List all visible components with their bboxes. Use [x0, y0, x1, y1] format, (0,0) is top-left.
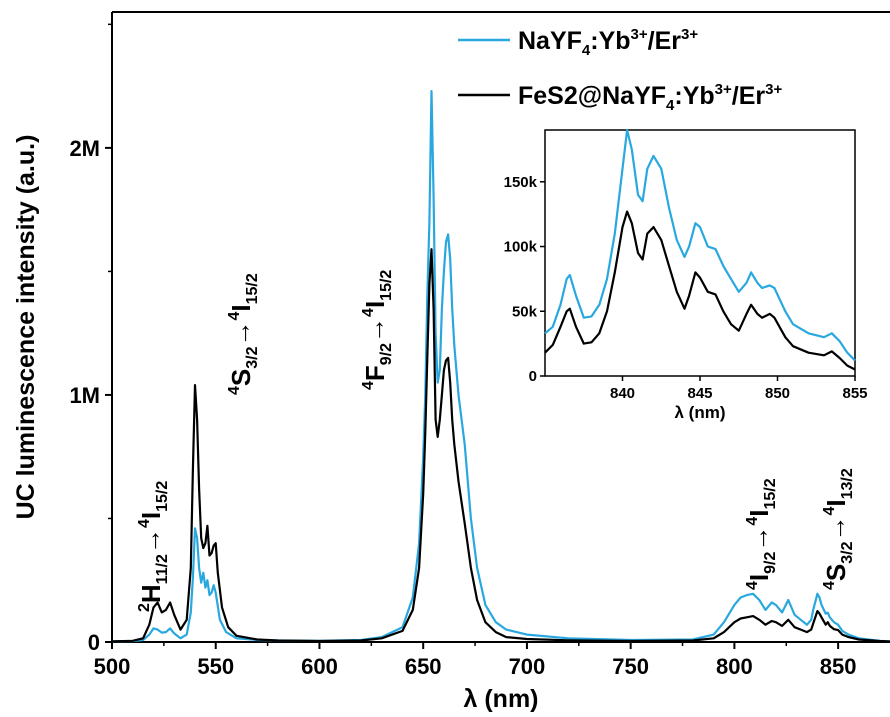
- y-tick-label: 2M: [69, 136, 100, 161]
- transition-label-2: 4F9/2→4I15/2: [360, 270, 395, 390]
- legend: NaYF4:Yb3+/Er3+ FeS2@NaYF4:Yb3+/Er3+: [458, 26, 782, 114]
- inset-x-tick-label: 845: [687, 385, 712, 402]
- transition-label-1: 4S3/2→4I15/2: [226, 273, 261, 395]
- x-tick-label: 550: [197, 654, 234, 679]
- x-axis-title: λ (nm): [464, 685, 539, 713]
- y-tick-label: 0: [88, 630, 100, 655]
- x-tick-label: 750: [612, 654, 649, 679]
- inset-y-tick-label: 100k: [504, 239, 538, 256]
- series-line-0: [111, 90, 890, 643]
- y-axis-title: UC luminescence intensity (a.u.): [12, 135, 40, 520]
- series-line-1: [111, 248, 890, 643]
- inset-series-line-0: [544, 128, 856, 362]
- x-tick-label: 500: [94, 654, 131, 679]
- inset-x-axis-title: λ (nm): [675, 403, 726, 422]
- main-series: [111, 90, 890, 643]
- x-tick-label: 850: [820, 654, 857, 679]
- inset-x-tick-label: 850: [765, 385, 790, 402]
- transition-label-0: 2H11/2→4I15/2: [136, 481, 171, 612]
- transition-label-4: 4S3/2→4I13/2: [821, 468, 856, 590]
- inset-x-tick-label: 855: [842, 385, 867, 402]
- inset-series-line-1: [544, 210, 856, 371]
- transition-label-3: 4I9/2→4I15/2: [744, 478, 779, 590]
- inset-x-tick-label: 840: [610, 385, 635, 402]
- main-axes: 500 550 600 650 700 750 800 850 0 1M 2M λ (nm) UC lu…: [12, 11, 890, 713]
- y-tick-label: 1M: [69, 383, 100, 408]
- legend-label-1: FeS2@NaYF4:Yb3+/Er3+: [518, 81, 782, 114]
- transition-annotations: 2H11/2→4I15/2 4S3/2→4I15/2 4F9/2→4I15/2 4I9…: [136, 270, 856, 612]
- legend-label-0: NaYF4:Yb3+/Er3+: [518, 26, 698, 59]
- inset-chart: 840 845 850 855 0 50k 100k 150k λ (nm): [504, 128, 868, 422]
- x-tick-label: 650: [405, 654, 442, 679]
- x-tick-label: 600: [301, 654, 338, 679]
- x-tick-label: 800: [716, 654, 753, 679]
- inset-frame: [544, 129, 856, 377]
- inset-y-tick-label: 150k: [504, 174, 538, 191]
- inset-y-tick-label: 50k: [512, 303, 538, 320]
- inset-y-tick-label: 0: [529, 368, 537, 385]
- x-tick-label: 700: [509, 654, 546, 679]
